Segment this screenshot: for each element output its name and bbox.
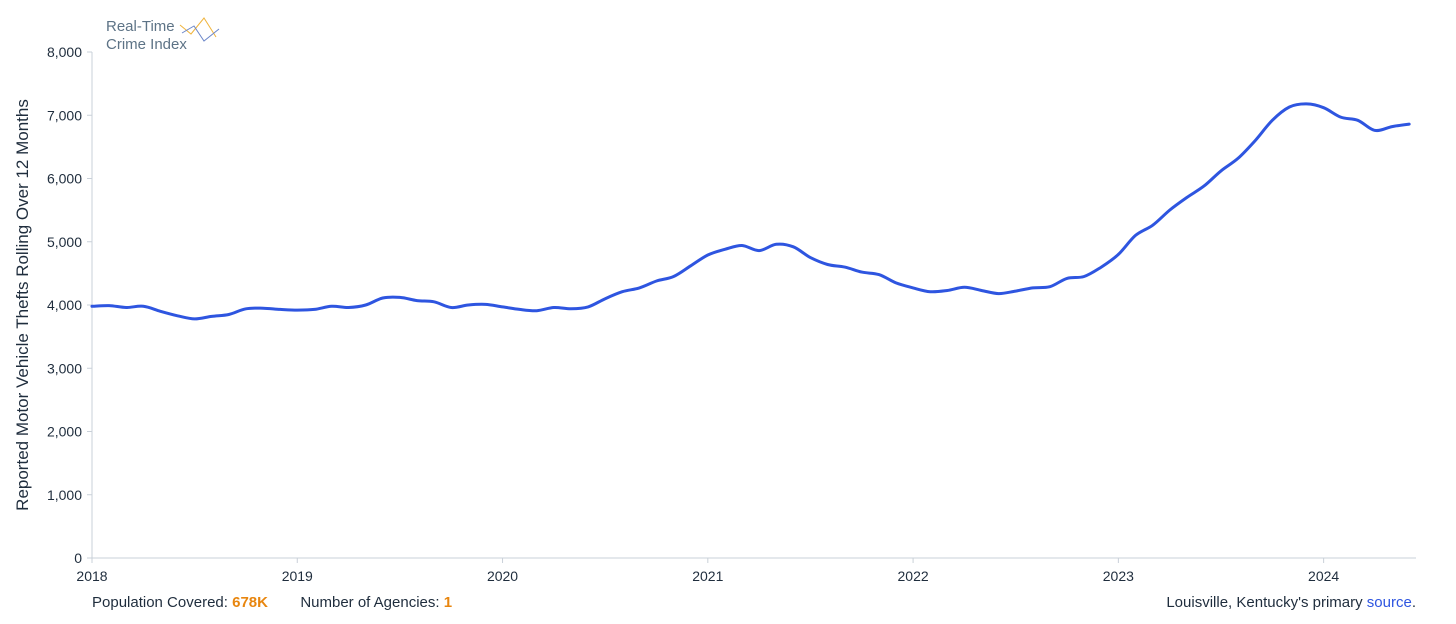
source-link[interactable]: source (1366, 594, 1412, 611)
footer-source: Louisville, Kentucky's primary source. (1166, 594, 1416, 611)
y-axis-title: Reported Motor Vehicle Thefts Rolling Ov… (13, 99, 32, 511)
y-tick-label: 5,000 (47, 234, 82, 250)
y-axis: 0 1,000 2,000 3,000 4,000 5,000 6,000 7,000 8,00… (47, 44, 92, 566)
source-suffix: . (1411, 594, 1416, 611)
population-label: Population Covered: (92, 594, 228, 611)
y-tick-label: 6,000 (47, 171, 82, 187)
x-tick-label: 2023 (1103, 568, 1134, 584)
agencies-label: Number of Agencies: (300, 594, 440, 611)
logo-line-2: Crime Index (106, 36, 187, 53)
y-tick-label: 1,000 (47, 487, 82, 503)
x-tick-label: 2022 (898, 568, 929, 584)
y-tick-label: 0 (74, 550, 82, 566)
x-axis: 2018 2019 2020 2021 2022 2023 2024 (76, 558, 1339, 584)
logo: Real-Time Crime Index (106, 17, 220, 53)
y-tick-label: 4,000 (47, 297, 82, 313)
y-tick-label: 2,000 (47, 424, 82, 440)
y-tick-label: 8,000 (47, 44, 82, 60)
y-tick-label: 7,000 (47, 107, 82, 123)
population-value: 678K (232, 594, 268, 611)
x-tick-label: 2021 (692, 568, 723, 584)
x-tick-label: 2024 (1308, 568, 1339, 584)
line-chart: Real-Time Crime Index Reported Motor Veh… (13, 17, 1416, 584)
x-tick-label: 2018 (76, 568, 107, 584)
series-line (90, 102, 1411, 321)
logo-line-1: Real-Time (106, 18, 175, 35)
logo-mark-icon (179, 17, 220, 42)
agencies-value: 1 (443, 594, 453, 611)
source-text: Louisville, Kentucky's primary (1166, 594, 1363, 611)
footer-stats: Population Covered: 678K Number of Agenc… (92, 594, 452, 611)
y-tick-label: 3,000 (47, 360, 82, 376)
x-tick-label: 2020 (487, 568, 518, 584)
x-tick-label: 2019 (282, 568, 313, 584)
